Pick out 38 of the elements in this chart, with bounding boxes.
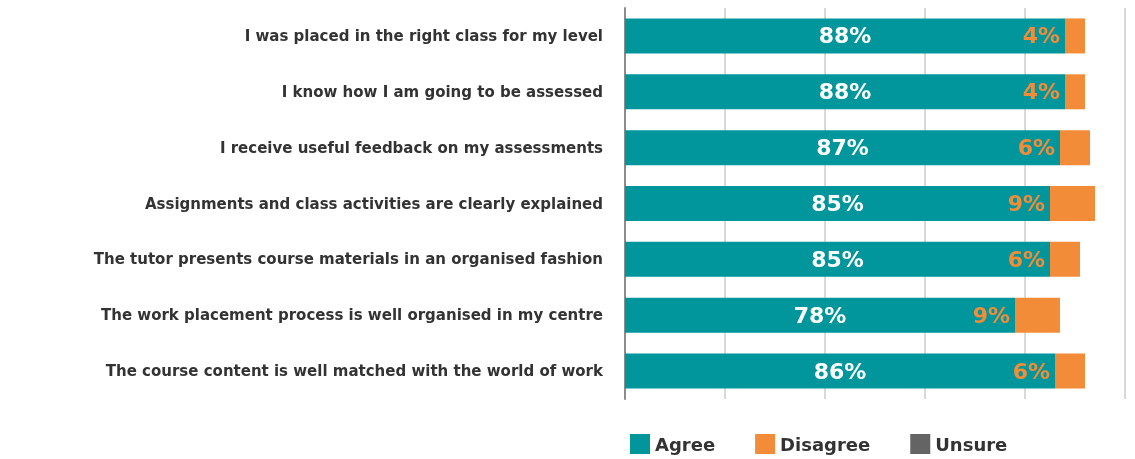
bar [1060,130,1090,166]
legend-label: Agree [655,433,716,455]
data-label: 4% [1022,23,1060,49]
bar [1065,18,1085,54]
data-label: 78% [793,302,847,328]
bar [625,297,1015,333]
legend-label: Disagree [780,433,871,455]
bar [625,130,1060,166]
bar [1050,186,1095,221]
bar [1065,74,1085,110]
data-label: 6% [1007,246,1045,272]
bar [625,18,1065,54]
y-tick-label: The work placement process is well organised in my centre [100,306,603,325]
bar [625,74,1065,110]
y-tick-label: I was placed in the right class for my level [244,26,603,45]
y-tick-label: The course content is well matched with the world of work [105,362,605,381]
data-label: 4% [1022,79,1060,105]
bar [625,186,1050,221]
y-tick-label: I know how I am going to be assessed [281,82,603,101]
bar [1015,297,1060,333]
legend-label: Unsure [935,433,1008,455]
data-label: 87% [816,135,869,161]
bar [625,241,1050,277]
y-tick-label: The tutor presents course materials in an organised fashion [93,250,603,269]
data-label: 9% [972,302,1010,328]
data-label: 88% [818,23,872,49]
data-label: 6% [1012,358,1050,384]
y-tick-label: Assignments and class activities are clearly explained [144,194,603,213]
data-label: 86% [813,358,867,384]
bar [625,353,1055,389]
data-label: 88% [818,79,872,105]
y-tick-label: I receive useful feedback on my assessments [219,138,604,157]
bar [1050,241,1080,277]
data-label: 6% [1017,135,1055,161]
data-label: 85% [811,246,864,272]
data-label: 85% [811,191,864,216]
data-label: 9% [1007,191,1045,216]
bar [1055,353,1085,389]
